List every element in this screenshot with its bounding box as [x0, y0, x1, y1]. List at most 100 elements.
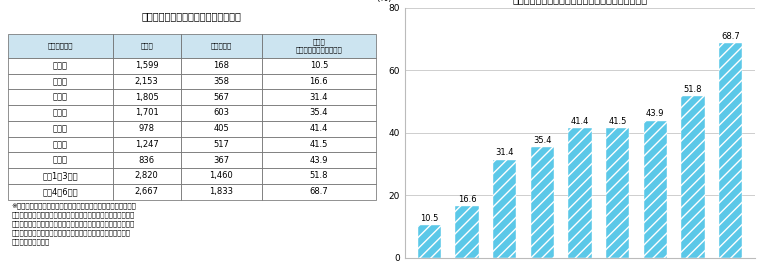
Bar	[262, 58, 376, 74]
Text: 31.4: 31.4	[495, 149, 514, 158]
Bar	[644, 121, 667, 258]
Text: 出現率
（条件該当数／回収数）: 出現率 （条件該当数／回収数）	[295, 39, 342, 53]
Bar	[8, 89, 113, 105]
Bar	[181, 184, 262, 200]
Bar	[181, 168, 262, 184]
Bar	[262, 121, 376, 136]
Text: 10.5: 10.5	[420, 214, 439, 223]
Bar	[606, 128, 629, 258]
Bar	[417, 225, 441, 258]
Bar	[181, 121, 262, 136]
Text: 41.5: 41.5	[609, 117, 627, 126]
Bar	[113, 121, 181, 136]
Text: 1,247: 1,247	[135, 140, 159, 149]
Text: ※対象年齢のお子様をお持ちの保護者にお子様がどの情報通信端
末を使っているかについての調査を実施し、回答を収集した（回
収数参照）。うち、本調査で定めた情報通信: ※対象年齢のお子様をお持ちの保護者にお子様がどの情報通信端 末を使っているかにつ…	[11, 202, 136, 245]
Text: １歳児: １歳児	[53, 77, 68, 86]
Text: 10.5: 10.5	[310, 61, 328, 70]
Bar	[262, 34, 376, 58]
Text: 2,667: 2,667	[134, 187, 159, 196]
Text: 1,599: 1,599	[135, 61, 159, 70]
Bar	[262, 184, 376, 200]
Bar	[530, 147, 554, 258]
Text: 2,820: 2,820	[135, 171, 159, 180]
Bar	[181, 34, 262, 58]
Bar	[181, 152, 262, 168]
Title: スクリーニング調査の利用率（出現率）【全体率】: スクリーニング調査の利用率（出現率）【全体率】	[513, 0, 648, 4]
Bar	[262, 105, 376, 121]
Bar	[262, 152, 376, 168]
Text: ４歳児: ４歳児	[53, 124, 68, 133]
Bar	[456, 206, 478, 258]
Bar	[719, 43, 742, 258]
Text: 405: 405	[214, 124, 229, 133]
Bar	[113, 89, 181, 105]
Text: 条件該当数: 条件該当数	[211, 43, 232, 49]
Text: 16.6: 16.6	[310, 77, 328, 86]
Text: ０歳児: ０歳児	[53, 61, 68, 70]
Bar	[8, 121, 113, 136]
Text: 41.4: 41.4	[571, 117, 589, 126]
Text: 836: 836	[139, 156, 155, 165]
Text: 35.4: 35.4	[533, 136, 552, 145]
Text: 603: 603	[213, 108, 229, 118]
Text: 367: 367	[213, 156, 230, 165]
Bar	[262, 74, 376, 89]
Text: 517: 517	[214, 140, 229, 149]
Bar	[181, 89, 262, 105]
Text: 51.8: 51.8	[310, 171, 328, 180]
Text: 41.4: 41.4	[310, 124, 328, 133]
Bar	[8, 58, 113, 74]
Text: 51.8: 51.8	[684, 85, 702, 94]
Bar	[181, 58, 262, 74]
Text: 168: 168	[213, 61, 229, 70]
Text: ３歳児: ３歳児	[53, 108, 68, 118]
Text: 567: 567	[213, 93, 229, 102]
Text: 978: 978	[139, 124, 155, 133]
Text: 回収数: 回収数	[140, 43, 153, 49]
Bar	[113, 58, 181, 74]
Text: 43.9: 43.9	[310, 156, 328, 165]
Text: 1,701: 1,701	[135, 108, 159, 118]
Bar	[681, 96, 705, 258]
Bar	[113, 136, 181, 152]
Bar	[181, 74, 262, 89]
Text: 358: 358	[213, 77, 229, 86]
Text: 43.9: 43.9	[646, 109, 665, 118]
Text: 35.4: 35.4	[310, 108, 328, 118]
Bar	[8, 105, 113, 121]
Bar	[262, 168, 376, 184]
Bar	[262, 136, 376, 152]
Text: 小学1～3年生: 小学1～3年生	[42, 171, 78, 180]
Bar	[493, 160, 517, 258]
Text: 2,153: 2,153	[135, 77, 159, 86]
Text: 1,460: 1,460	[209, 171, 233, 180]
Bar	[113, 168, 181, 184]
Bar	[181, 136, 262, 152]
Text: 68.7: 68.7	[721, 32, 740, 41]
Text: 68.7: 68.7	[310, 187, 328, 196]
Bar	[568, 128, 591, 258]
Text: 子どもの年齢: 子どもの年齢	[47, 43, 72, 49]
Text: 1,805: 1,805	[135, 93, 159, 102]
Text: 小学4～6年生: 小学4～6年生	[42, 187, 78, 196]
Text: スクリーニング調査の回収数と該当数: スクリーニング調査の回収数と該当数	[142, 12, 242, 22]
Bar	[262, 89, 376, 105]
Text: 16.6: 16.6	[458, 195, 476, 204]
Bar	[113, 184, 181, 200]
Bar	[8, 34, 113, 58]
Text: ６歳児: ６歳児	[53, 156, 68, 165]
Bar	[8, 152, 113, 168]
Text: 31.4: 31.4	[310, 93, 328, 102]
Bar	[8, 168, 113, 184]
Bar	[113, 74, 181, 89]
Text: ５歳児: ５歳児	[53, 140, 68, 149]
Bar	[8, 74, 113, 89]
Y-axis label: (%): (%)	[376, 0, 391, 3]
Bar	[8, 184, 113, 200]
Bar	[113, 34, 181, 58]
Text: ２歳児: ２歳児	[53, 93, 68, 102]
Bar	[181, 105, 262, 121]
Bar	[113, 105, 181, 121]
Bar	[8, 136, 113, 152]
Text: 1,833: 1,833	[209, 187, 233, 196]
